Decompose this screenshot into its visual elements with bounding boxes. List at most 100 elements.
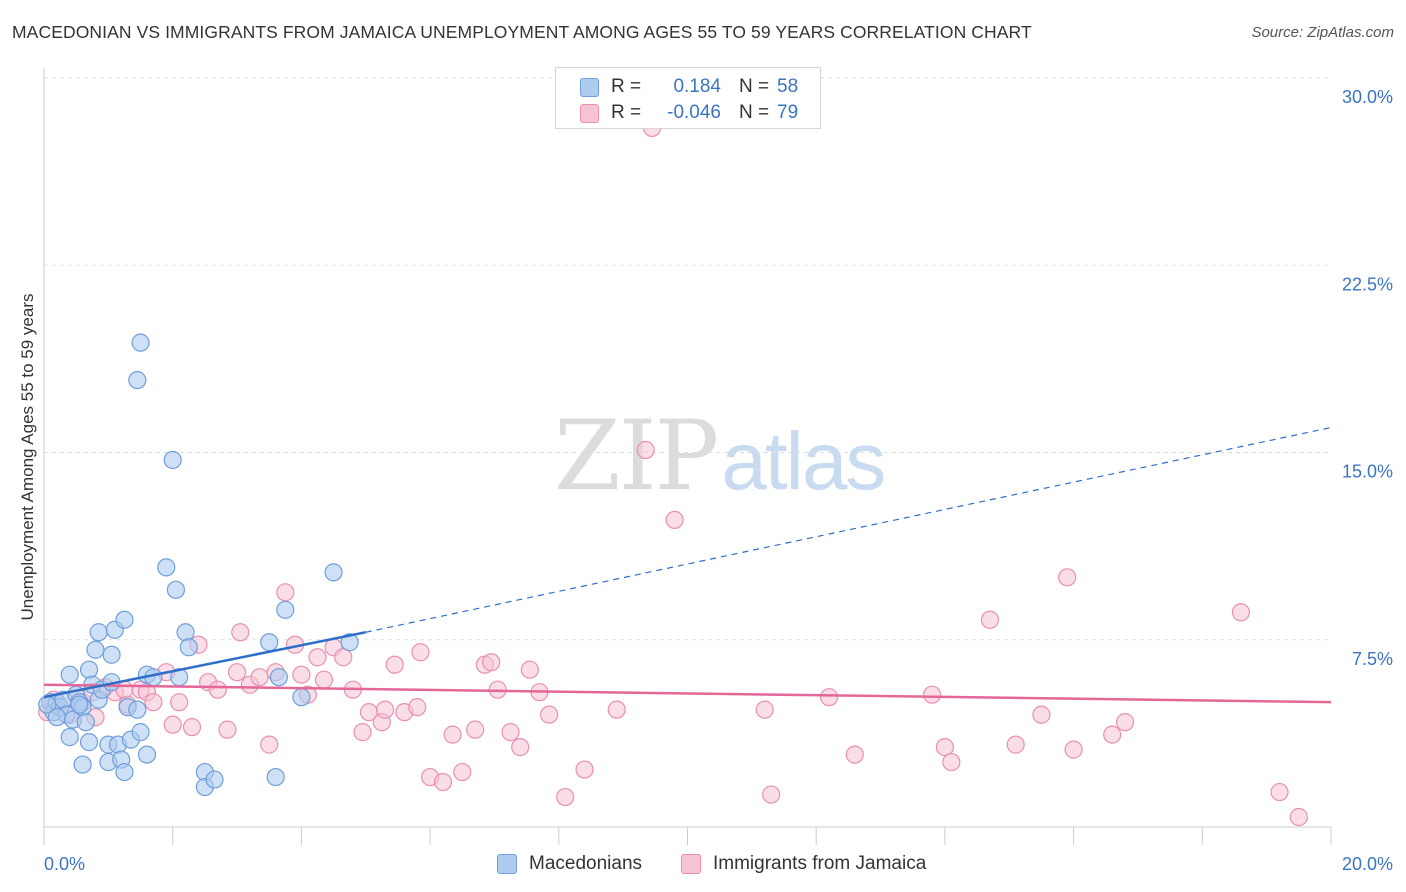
- legend-item-jamaica[interactable]: Immigrants from Jamaica: [681, 853, 926, 875]
- legend-label-jamaica: Immigrants from Jamaica: [713, 853, 927, 874]
- legend-r-label: R =: [611, 102, 642, 123]
- data-point-jamaica: [250, 668, 269, 687]
- data-point-jamaica: [520, 660, 539, 679]
- data-point-macedonians: [137, 745, 157, 764]
- legend-item-macedonians[interactable]: Macedonians: [497, 853, 642, 875]
- data-point-jamaica: [308, 648, 327, 667]
- data-point-jamaica: [1103, 725, 1122, 744]
- data-point-jamaica: [385, 655, 404, 674]
- data-point-macedonians: [340, 633, 359, 652]
- data-point-macedonians: [76, 713, 95, 732]
- data-point-jamaica: [208, 680, 227, 699]
- data-point-jamaica: [227, 663, 247, 682]
- legend-n-label: N =: [739, 76, 770, 97]
- data-point-jamaica: [334, 648, 353, 667]
- legend-row-jamaica: R = -0.046 N = 79: [580, 101, 798, 125]
- data-point-jamaica: [665, 510, 684, 530]
- data-point-macedonians: [102, 645, 121, 664]
- data-point-jamaica: [1231, 603, 1251, 622]
- data-point-macedonians: [179, 638, 198, 657]
- data-point-macedonians: [115, 762, 134, 782]
- data-point-jamaica: [762, 785, 781, 804]
- chart-title: MACEDONIAN VS IMMIGRANTS FROM JAMAICA UN…: [12, 22, 1032, 42]
- data-point-jamaica: [1064, 740, 1083, 759]
- data-point-jamaica: [556, 787, 575, 807]
- data-point-jamaica: [276, 583, 295, 602]
- data-point-jamaica: [218, 720, 237, 739]
- y-tick-label: 30.0%: [1342, 87, 1393, 107]
- data-point-macedonians: [60, 728, 79, 747]
- legend-swatch-jamaica: [681, 854, 701, 874]
- data-point-jamaica: [1006, 735, 1025, 754]
- series-jamaica-points: [38, 118, 1308, 827]
- data-point-jamaica: [922, 685, 942, 704]
- data-point-jamaica: [755, 700, 774, 719]
- legend-row-macedonians: R = 0.184 N = 58: [580, 75, 798, 99]
- correlation-legend: R = 0.184 N = 58 R = -0.046 N = 79: [555, 67, 821, 129]
- y-tick-label: 15.0%: [1342, 462, 1393, 482]
- data-point-jamaica: [935, 738, 955, 757]
- data-point-jamaica: [260, 735, 279, 754]
- data-point-macedonians: [166, 580, 186, 599]
- data-point-macedonians: [324, 563, 343, 582]
- data-point-jamaica: [511, 738, 530, 757]
- data-point-macedonians: [131, 333, 150, 352]
- data-point-macedonians: [128, 370, 147, 390]
- data-point-macedonians: [276, 600, 295, 619]
- data-point-macedonians: [79, 660, 99, 679]
- trendline-macedonians-extension: [365, 426, 1332, 633]
- trendline-jamaica: [43, 683, 1332, 704]
- data-point-jamaica: [353, 723, 372, 742]
- legend-label-macedonians: Macedonians: [529, 853, 643, 874]
- data-point-macedonians: [176, 623, 195, 642]
- data-point-jamaica: [575, 760, 594, 779]
- data-point-macedonians: [260, 633, 279, 652]
- data-point-jamaica: [942, 752, 961, 772]
- data-point-macedonians: [89, 623, 108, 642]
- data-point-macedonians: [292, 688, 311, 707]
- data-point-jamaica: [433, 772, 453, 792]
- data-point-jamaica: [182, 718, 202, 737]
- data-point-jamaica: [411, 643, 430, 662]
- data-point-jamaica: [636, 440, 655, 460]
- data-point-macedonians: [131, 723, 150, 742]
- data-point-jamaica: [1270, 782, 1289, 802]
- y-tick-label: 22.5%: [1342, 274, 1393, 294]
- data-point-jamaica: [408, 698, 427, 717]
- watermark: ZIPatlas: [554, 400, 886, 512]
- legend-n-value: 79: [777, 102, 799, 123]
- data-point-jamaica: [466, 720, 485, 739]
- data-point-macedonians: [60, 665, 79, 684]
- data-point-macedonians: [163, 450, 182, 470]
- data-point-jamaica: [453, 762, 472, 782]
- data-point-jamaica: [314, 670, 334, 689]
- data-point-jamaica: [231, 623, 250, 642]
- data-point-macedonians: [128, 700, 147, 719]
- data-point-macedonians: [79, 733, 99, 752]
- data-point-jamaica: [845, 745, 864, 764]
- y-tick-label: 7.5%: [1352, 649, 1393, 669]
- data-point-macedonians: [266, 767, 285, 787]
- data-point-jamaica: [607, 700, 626, 719]
- data-point-macedonians: [47, 708, 66, 727]
- data-point-jamaica: [540, 705, 559, 724]
- data-point-jamaica: [1289, 807, 1308, 827]
- data-point-jamaica: [1032, 705, 1051, 724]
- data-point-jamaica: [443, 725, 462, 744]
- x-tick-label: 20.0%: [1342, 854, 1393, 874]
- data-point-macedonians: [205, 770, 224, 789]
- data-point-jamaica: [1115, 713, 1135, 732]
- data-point-macedonians: [115, 610, 134, 629]
- legend-n-value: 58: [777, 76, 799, 97]
- legend-swatch-pink: [580, 103, 599, 123]
- legend-r-value: -0.046: [667, 102, 721, 123]
- data-point-jamaica: [144, 693, 163, 712]
- x-tick-label: 0.0%: [44, 854, 85, 874]
- data-point-macedonians: [86, 640, 105, 659]
- data-point-jamaica: [482, 653, 501, 672]
- source-label: Source: ZipAtlas.com: [1251, 24, 1394, 41]
- watermark-atlas: atlas: [721, 416, 886, 507]
- legend-n-label: N =: [739, 102, 770, 123]
- data-point-macedonians: [157, 558, 176, 577]
